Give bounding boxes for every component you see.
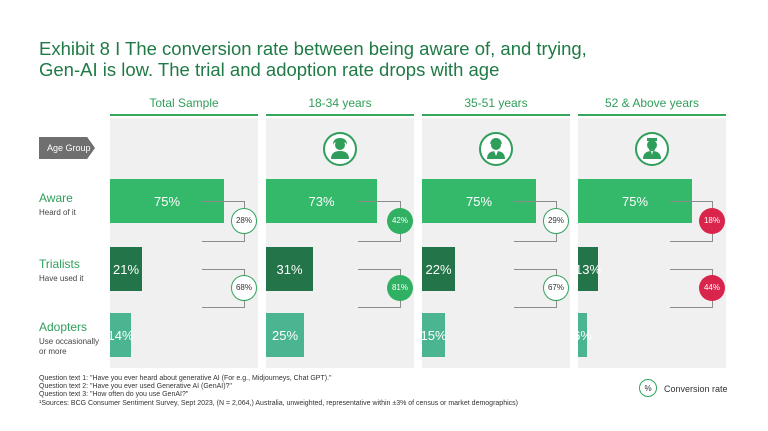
title-line-2: Gen-AI is low. The trial and adoption ra… — [39, 59, 500, 80]
person-avatar-icon-1 — [323, 132, 357, 166]
column-header-1: Total Sample — [149, 96, 219, 110]
bar-adopters-2: 25% — [266, 313, 304, 357]
row-sub-aware: Heard of it — [39, 208, 76, 217]
person-avatar-icon-2 — [479, 132, 513, 166]
bar-adopters-4: 6% — [573, 313, 592, 357]
bar-trialists-1: 21% — [110, 247, 142, 291]
footnote-3: Question text 3: "How often do you use G… — [39, 391, 189, 399]
conversion-rate-2-1: 68% — [231, 274, 257, 301]
conversion-rate-2-3: 67% — [543, 274, 569, 301]
column-underline-2 — [266, 114, 414, 116]
bar-trialists-4: 13% — [575, 247, 601, 291]
footnote-2: Question text 2: "Have you ever used Gen… — [39, 383, 232, 391]
footnote-1: Question text 1: "Have you ever heard ab… — [39, 375, 332, 382]
bar-adopters-3: 15% — [420, 313, 447, 357]
title-line-1: Exhibit 8 I The conversion rate between … — [39, 38, 587, 59]
person-avatar-icon-3 — [635, 132, 669, 166]
row-label-adopters: Adopters — [39, 320, 88, 334]
conversion-rate-2-2: 81% — [387, 274, 413, 301]
column-underline-3 — [422, 114, 570, 116]
bar-aware-1: 75% — [110, 179, 224, 223]
conversion-rate-1-4: 18% — [699, 207, 725, 234]
column-underline-4 — [578, 114, 726, 116]
legend-conversion-symbol: % — [639, 379, 657, 397]
row-label-aware: Aware — [39, 191, 73, 205]
age-group-tag: Age Group — [39, 137, 95, 159]
footnotes: Question text 1: "Have you ever heard ab… — [39, 375, 518, 408]
column-background-1 — [110, 118, 258, 368]
conversion-rate-1-3: 29% — [543, 207, 569, 234]
column-header-2: 18-34 years — [308, 96, 372, 110]
row-sub-adopters-2: or more — [39, 347, 67, 356]
bar-trialists-2: 31% — [266, 247, 313, 291]
bar-adopters-1: 14% — [107, 313, 134, 357]
column-header-3: 35-51 years — [464, 96, 528, 110]
bar-trialists-3: 22% — [422, 247, 455, 291]
row-sub-trialists: Have used it — [39, 274, 84, 283]
conversion-rate-2-4: 44% — [699, 274, 725, 301]
footnote-4: ¹Sources: BCG Consumer Sentiment Survey,… — [39, 399, 518, 407]
chart-title: Exhibit 8 I The conversion rate between … — [39, 38, 739, 80]
column-header-4: 52 & Above years — [604, 96, 700, 110]
legend-conversion-label: Conversion rate — [664, 384, 728, 394]
row-sub-adopters-1: Use occasionally — [39, 337, 100, 346]
row-label-trialists: Trialists — [39, 257, 80, 271]
conversion-rate-1-1: 28% — [231, 207, 257, 234]
column-underline-1 — [110, 114, 258, 116]
conversion-rate-1-2: 42% — [387, 207, 413, 234]
